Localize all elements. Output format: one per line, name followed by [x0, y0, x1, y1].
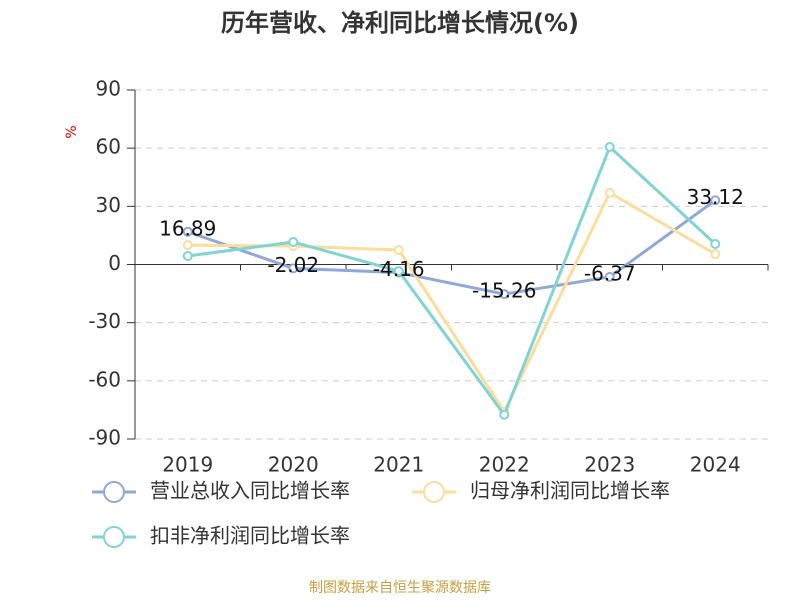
data-point [710, 195, 721, 206]
data-point [288, 263, 299, 274]
legend-label: 扣非净利润同比增长率 [150, 524, 350, 548]
y-tick-label: 60 [96, 135, 121, 159]
x-tick-label: 2022 [479, 453, 530, 477]
x-tick-label: 2024 [690, 453, 741, 477]
data-point [182, 226, 193, 237]
data-point [182, 240, 193, 251]
series-line [187, 190, 717, 415]
y-tick-label: -90 [88, 426, 121, 450]
y-tick-label: -60 [88, 367, 121, 391]
legend-marker [103, 526, 125, 548]
data-label: -2.02 [267, 253, 319, 277]
y-axis-label: % [64, 125, 80, 138]
x-tick-label: 2023 [584, 453, 635, 477]
data-point [499, 289, 510, 300]
legend-marker [423, 481, 445, 503]
data-point [710, 238, 721, 249]
y-tick-label: 30 [96, 193, 121, 217]
legend-label: 归母净利润同比增长率 [470, 479, 670, 503]
chart-title: 历年营收、净利同比增长情况(%) [221, 9, 579, 37]
x-tick-label: 2020 [268, 453, 319, 477]
data-point [604, 142, 615, 153]
data-point [288, 237, 299, 248]
data-point [604, 187, 615, 198]
y-tick-label: -30 [88, 309, 121, 333]
series-line [187, 144, 717, 418]
data-label: 16.89 [159, 216, 216, 240]
legend-label: 营业总收入同比增长率 [150, 479, 350, 503]
data-label: -4.16 [373, 257, 425, 281]
data-point [393, 244, 404, 255]
x-tick-label: 2019 [162, 453, 213, 477]
source-note: 制图数据来自恒生聚源数据库 [309, 580, 491, 596]
data-label: -15.26 [472, 279, 536, 303]
data-point [499, 409, 510, 420]
legend-marker [103, 481, 125, 503]
x-tick-label: 2021 [373, 453, 424, 477]
data-point [182, 250, 193, 261]
y-tick-label: 0 [108, 251, 121, 275]
data-label: 33.12 [687, 185, 744, 209]
series-line [187, 199, 717, 296]
data-label: -6.37 [584, 261, 636, 285]
data-point [604, 271, 615, 282]
y-tick-label: 90 [96, 77, 121, 101]
data-point [710, 249, 721, 260]
data-point [393, 266, 404, 277]
